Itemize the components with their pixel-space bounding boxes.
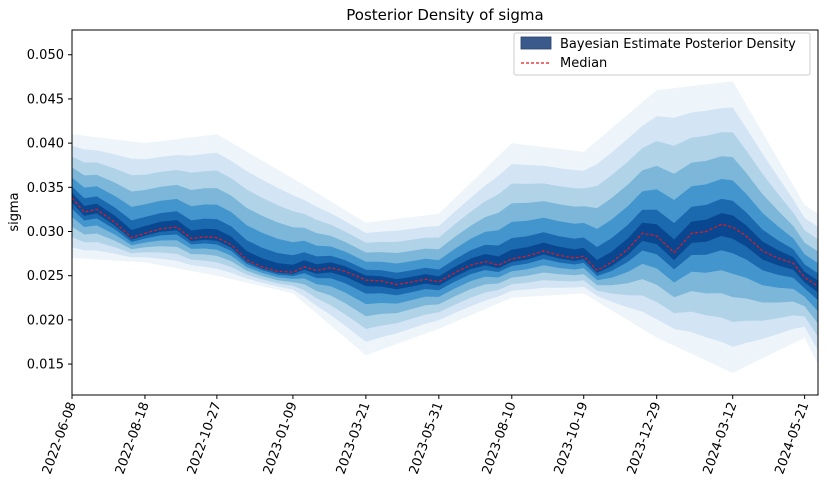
x-tick-label: 2023-08-10: [480, 400, 520, 476]
y-tick-label: 0.045: [27, 92, 64, 107]
legend-density-label: Bayesian Estimate Posterior Density: [560, 37, 796, 52]
y-tick-label: 0.025: [27, 269, 64, 284]
x-tick-label: 2023-10-19: [552, 400, 592, 476]
legend: Bayesian Estimate Posterior Density Medi…: [513, 32, 811, 76]
x-tick-label: 2022-08-18: [113, 400, 153, 476]
x-axis: 2022-06-08 2022-08-18 2022-10-27 2023-01-09…: [40, 395, 812, 476]
posterior-density-bands: [72, 81, 818, 373]
density-band-6: [72, 192, 818, 293]
y-axis-label: sigma: [7, 192, 22, 231]
y-tick-label: 0.020: [27, 313, 64, 328]
x-tick-label: 2024-05-21: [772, 400, 812, 476]
legend-median-label: Median: [560, 56, 607, 71]
legend-box: [513, 32, 811, 76]
density-band-3: [72, 156, 818, 324]
x-tick-label: 2023-01-09: [261, 400, 301, 476]
x-tick-label: 2023-03-21: [334, 400, 374, 476]
y-tick-label: 0.030: [27, 225, 64, 240]
x-tick-label: 2023-12-29: [624, 400, 664, 476]
density-band-4: [72, 177, 818, 312]
y-tick-label: 0.035: [27, 181, 64, 196]
legend-density-swatch: [520, 36, 552, 50]
x-tick-label: 2024-03-12: [701, 400, 741, 476]
x-tick-label: 2022-06-08: [40, 400, 80, 476]
y-tick-label: 0.015: [27, 358, 64, 373]
plot-frame: [71, 29, 819, 396]
x-tick-label: 2022-10-27: [185, 400, 225, 476]
y-axis: 0.015 0.020 0.025 0.030 0.035 0.040 0.045 0.050: [27, 48, 72, 373]
y-tick-label: 0.040: [27, 137, 64, 152]
x-tick-label: 2023-05-31: [407, 400, 447, 476]
y-tick-label: 0.050: [27, 48, 64, 63]
chart-title: Posterior Density of sigma: [346, 6, 543, 24]
